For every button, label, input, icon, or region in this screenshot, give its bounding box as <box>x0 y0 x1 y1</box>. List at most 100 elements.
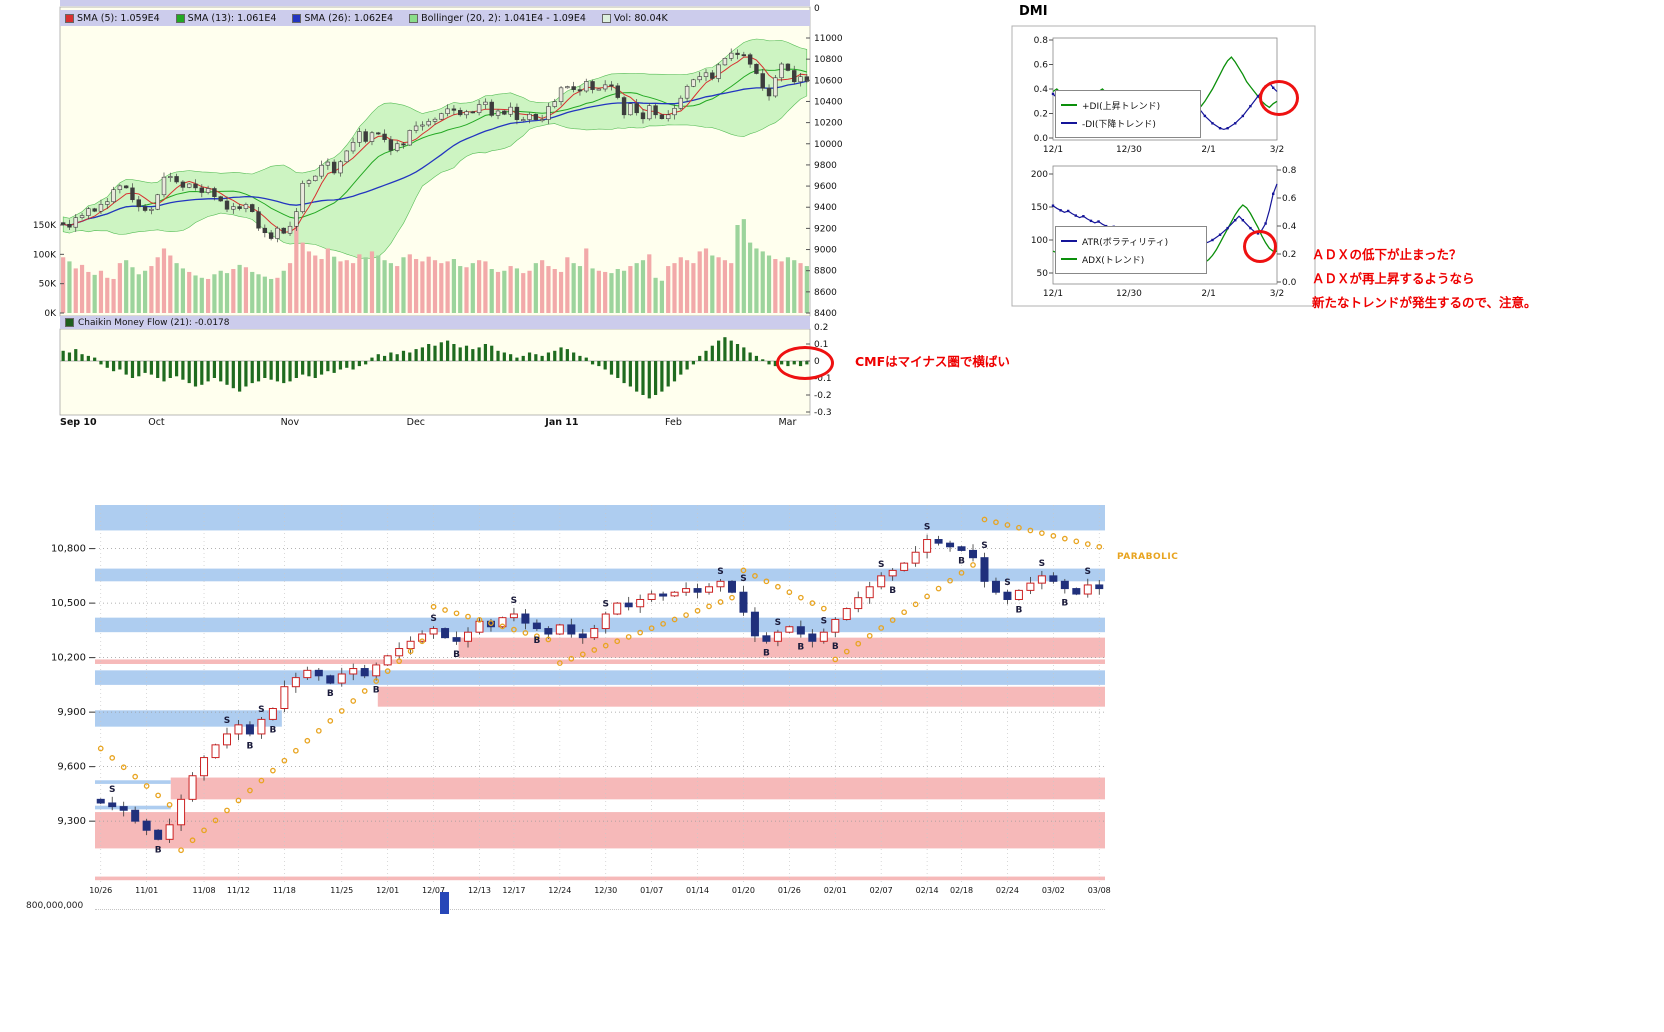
svg-text:02/01: 02/01 <box>824 886 847 895</box>
svg-text:S: S <box>109 785 115 795</box>
svg-text:12/17: 12/17 <box>502 886 525 895</box>
atr-line-sample <box>1061 240 1077 242</box>
svg-text:9600: 9600 <box>814 182 837 192</box>
legend-label: SMA (13): 1.061E4 <box>187 12 277 24</box>
svg-text:200: 200 <box>1031 170 1048 180</box>
svg-text:Sep 10: Sep 10 <box>60 417 97 428</box>
legend-item-sma26: SMA (26): 1.062E4 <box>292 13 393 24</box>
legend-label: ATR(ボラティリティ) <box>1082 237 1169 248</box>
svg-text:Nov: Nov <box>281 417 300 428</box>
svg-text:10,800: 10,800 <box>51 544 86 555</box>
svg-text:S: S <box>511 596 517 606</box>
svg-text:0.8: 0.8 <box>1282 166 1297 176</box>
cmf-legend-label: Chaikin Money Flow (21): -0.0178 <box>78 317 230 328</box>
svg-text:S: S <box>740 574 746 584</box>
svg-text:0.2: 0.2 <box>1034 110 1048 120</box>
svg-text:S: S <box>1085 567 1091 577</box>
svg-text:0.0: 0.0 <box>1282 278 1297 288</box>
adx-line-sample <box>1061 258 1077 260</box>
svg-text:9,300: 9,300 <box>57 816 86 827</box>
svg-text:10/26: 10/26 <box>89 886 112 895</box>
legend-item-volume: Vol: 80.04K <box>601 13 668 24</box>
svg-text:150K: 150K <box>33 221 57 231</box>
svg-text:Mar: Mar <box>778 417 796 428</box>
svg-text:B: B <box>889 586 896 596</box>
atr-legend-adx: ADX(トレンド) <box>1061 253 1201 266</box>
svg-text:12/30: 12/30 <box>594 886 617 895</box>
dmi-legend-minusdi: -DI(下降トレンド) <box>1061 117 1195 130</box>
svg-text:03/08: 03/08 <box>1088 886 1111 895</box>
svg-text:S: S <box>878 560 884 570</box>
cmf-legend: Chaikin Money Flow (21): -0.0178 <box>60 316 810 329</box>
svg-text:2/1: 2/1 <box>1201 289 1215 299</box>
svg-text:50K: 50K <box>39 280 57 290</box>
svg-text:B: B <box>832 642 839 652</box>
svg-text:10,200: 10,200 <box>51 653 86 664</box>
svg-text:0K: 0K <box>44 309 57 319</box>
svg-text:01/14: 01/14 <box>686 886 709 895</box>
svg-text:150: 150 <box>1031 203 1048 213</box>
svg-text:B: B <box>533 636 540 646</box>
adx-annotation-line3: 新たなトレンドが発生するので、注意。 <box>1312 295 1537 310</box>
svg-text:12/30: 12/30 <box>1116 145 1142 155</box>
svg-text:10200: 10200 <box>814 119 843 129</box>
bollinger-chip <box>409 13 419 23</box>
svg-text:0.1: 0.1 <box>814 340 828 350</box>
cmf-chip <box>65 318 74 327</box>
svg-text:9200: 9200 <box>814 224 837 234</box>
legend-label: SMA (26): 1.062E4 <box>304 12 394 24</box>
svg-text:B: B <box>958 557 965 567</box>
svg-text:3/2: 3/2 <box>1270 145 1284 155</box>
cmf-annotation: CMFはマイナス圏で横ばい <box>855 354 1010 369</box>
svg-text:9,600: 9,600 <box>57 762 86 773</box>
svg-text:8600: 8600 <box>814 288 837 298</box>
svg-text:10800: 10800 <box>814 55 843 65</box>
cut-pane-strip <box>60 0 810 6</box>
svg-text:0.4: 0.4 <box>1034 85 1049 95</box>
volume-pane-gridline <box>95 909 1105 910</box>
dmi-highlight-circle <box>1259 80 1299 116</box>
svg-text:B: B <box>327 689 334 699</box>
daily-candles-plot: 10,800 10,500 10,200 9,900 9,600 9,300 10/26 11… <box>51 505 1111 895</box>
svg-text:0: 0 <box>814 4 820 14</box>
svg-text:S: S <box>775 618 781 628</box>
svg-text:12/24: 12/24 <box>548 886 571 895</box>
legend-item-sma5: SMA (5): 1.059E4 <box>65 13 160 24</box>
dmi-panel: DMI 0.8 0.6 0.4 0.2 0.0 12/1 12/30 2/1 3/2 200 150… <box>1005 0 1565 335</box>
svg-text:10,500: 10,500 <box>51 598 86 609</box>
volume-chip <box>601 13 611 23</box>
svg-text:B: B <box>1061 598 1068 608</box>
svg-text:S: S <box>430 614 436 624</box>
legend-item-sma13: SMA (13): 1.061E4 <box>175 12 277 24</box>
svg-text:B: B <box>453 650 460 660</box>
svg-text:2/1: 2/1 <box>1201 145 1215 155</box>
svg-text:0.6: 0.6 <box>1034 61 1049 71</box>
svg-text:Feb: Feb <box>665 417 682 428</box>
plusdi-line-sample <box>1061 104 1077 106</box>
main-legend: SMA (5): 1.059E4 SMA (13): 1.061E4 SMA (… <box>60 10 810 26</box>
svg-text:S: S <box>981 541 987 551</box>
sma13-chip <box>175 13 185 23</box>
svg-text:0.4: 0.4 <box>1282 222 1297 232</box>
dmi-legend-plusdi: +DI(上昇トレンド) <box>1061 99 1195 112</box>
svg-text:0.8: 0.8 <box>1034 36 1049 46</box>
svg-text:9400: 9400 <box>814 203 837 213</box>
svg-text:12/01: 12/01 <box>376 886 399 895</box>
adx-annotation-line1: ＡＤＸの低下が止まった？ <box>1312 247 1462 262</box>
svg-text:S: S <box>1004 578 1010 588</box>
svg-text:9000: 9000 <box>814 246 837 256</box>
svg-text:02/24: 02/24 <box>996 886 1019 895</box>
svg-text:S: S <box>717 567 723 577</box>
svg-text:11/08: 11/08 <box>193 886 216 895</box>
svg-text:Oct: Oct <box>148 417 165 428</box>
svg-text:S: S <box>224 716 230 726</box>
atr-legend-atr: ATR(ボラティリティ) <box>1061 235 1201 248</box>
adx-annotation-line2: ＡＤＸが再上昇するようなら <box>1312 271 1475 286</box>
svg-text:0.0: 0.0 <box>1034 134 1049 144</box>
svg-text:B: B <box>155 845 162 855</box>
svg-text:9,900: 9,900 <box>57 707 86 718</box>
legend-item-bollinger: Bollinger (20, 2): 1.041E4 - 1.09E4 <box>409 13 586 24</box>
legend-label: Bollinger (20, 2): 1.041E4 - 1.09E4 <box>421 12 586 24</box>
adx-highlight-circle <box>1243 230 1277 263</box>
